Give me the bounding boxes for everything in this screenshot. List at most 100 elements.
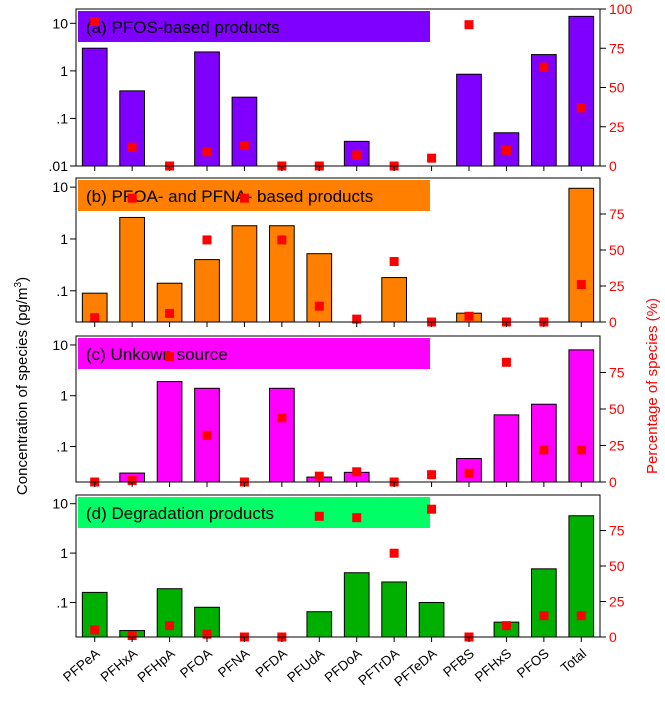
x-tick-label-PFHxA: PFHxA bbox=[98, 646, 140, 685]
panel-title-box bbox=[78, 180, 430, 211]
x-tick-label-PFTeDA: PFTeDA bbox=[391, 646, 439, 690]
bar-PFOA bbox=[194, 51, 220, 167]
bar-PFTrDA bbox=[381, 581, 407, 638]
percent-marker-PFHxS bbox=[501, 621, 511, 631]
y2-tick-label: 0 bbox=[609, 158, 617, 174]
percent-marker-PFTeDA bbox=[427, 470, 437, 480]
y-axis-title: Concentration of species (pg/m3) bbox=[13, 277, 31, 495]
y-tick-label: 10 bbox=[52, 179, 68, 195]
bar-PFTrDA bbox=[381, 277, 407, 323]
y2-tick-label: 25 bbox=[609, 438, 625, 454]
y-tick-label: .1 bbox=[56, 594, 68, 610]
y-tick-label: 10 bbox=[52, 496, 68, 512]
bar-PFTeDA bbox=[418, 601, 445, 638]
percent-marker-PFHxA bbox=[127, 142, 137, 152]
y2-tick-label: 50 bbox=[609, 401, 625, 417]
y-tick-label: 1 bbox=[60, 545, 68, 561]
y-axis-title-close: ) bbox=[14, 277, 31, 282]
panel-title: (b) PFOA- and PFNA- based products bbox=[86, 187, 373, 206]
percent-marker-PFUdA bbox=[314, 471, 324, 481]
percent-marker-PFHxA bbox=[127, 476, 137, 486]
percent-marker-PFUdA bbox=[314, 511, 324, 521]
percent-marker-PFDoA bbox=[352, 467, 362, 477]
percent-marker-PFBS bbox=[464, 468, 474, 478]
percent-marker-PFOS bbox=[539, 62, 549, 72]
percent-marker-PFOA bbox=[202, 629, 212, 639]
bar-PFOS bbox=[531, 568, 557, 638]
y-tick-label: .1 bbox=[56, 439, 68, 455]
percent-marker-Total bbox=[576, 445, 586, 455]
y2-tick-label: 0 bbox=[609, 629, 617, 645]
percent-marker-PFHxS bbox=[501, 357, 511, 367]
panel-4: (d) Degradation products .1 1 10 0 25 50 75 bbox=[52, 494, 625, 645]
y2-tick-label: 75 bbox=[609, 365, 625, 381]
percent-marker-PFUdA bbox=[314, 301, 324, 311]
percent-marker-Total bbox=[576, 103, 586, 113]
x-tick-label-PFPeA: PFPeA bbox=[60, 646, 102, 685]
panel-2: (b) PFOA- and PFNA- based products .1 1 10 0… bbox=[52, 177, 625, 330]
panels-group: (a) PFOS-based products.01.1110025507510… bbox=[49, 1, 633, 645]
y2-tick-label: 50 bbox=[609, 242, 625, 258]
x-tick-label-PFUdA: PFUdA bbox=[284, 646, 327, 685]
panel-title-box bbox=[78, 11, 430, 42]
bar-PFNA bbox=[231, 96, 258, 167]
percent-marker-PFOA bbox=[202, 147, 212, 157]
y2-tick-label: 75 bbox=[609, 40, 625, 56]
bar-PFUdA bbox=[306, 253, 333, 323]
percent-marker-Total bbox=[576, 611, 586, 621]
x-tick-label-PFOS: PFOS bbox=[514, 646, 552, 681]
bar-PFHpA bbox=[156, 588, 183, 638]
y2-axis-title: Percentage of species (%) bbox=[644, 298, 661, 474]
panel-title-box bbox=[78, 497, 430, 528]
bar-PFOA bbox=[194, 259, 220, 323]
percent-marker-PFHpA bbox=[165, 308, 175, 318]
panel-1: (a) PFOS-based products.01.1110025507510… bbox=[49, 1, 633, 174]
y-tick-label: 10 bbox=[52, 337, 68, 353]
y2-tick-label: 75 bbox=[609, 523, 625, 539]
percent-marker-PFOA bbox=[202, 430, 212, 440]
bar-PFHxA bbox=[119, 216, 145, 323]
y2-tick-label: 0 bbox=[609, 474, 617, 490]
y2-tick-label: 75 bbox=[609, 206, 625, 222]
bar-PFDoA bbox=[343, 572, 370, 638]
y-tick-label: 1 bbox=[60, 231, 68, 247]
y-axis-title-superscript: 3 bbox=[13, 281, 24, 287]
percent-marker-PFDA bbox=[277, 413, 287, 423]
bar-PFDA bbox=[269, 387, 295, 483]
bar-PFHxS bbox=[493, 414, 520, 483]
y-tick-label: .01 bbox=[49, 158, 69, 174]
percent-marker-PFOS bbox=[539, 445, 549, 455]
percent-marker-PFPeA bbox=[90, 17, 100, 27]
percent-marker-PFOA bbox=[202, 235, 212, 245]
percent-marker-PFNA bbox=[239, 193, 249, 203]
panel-title: (d) Degradation products bbox=[86, 504, 274, 523]
y2-tick-label: 25 bbox=[609, 594, 625, 610]
bar-PFOS bbox=[531, 403, 557, 483]
percent-marker-PFBS bbox=[464, 20, 474, 30]
x-tick-label-Total: Total bbox=[558, 646, 589, 676]
bar-Total bbox=[568, 349, 595, 483]
y-tick-label: 1 bbox=[60, 63, 68, 79]
x-tick-label-PFOA: PFOA bbox=[177, 646, 215, 681]
percent-marker-PFHxS bbox=[501, 145, 511, 155]
y-tick-label: 1 bbox=[60, 388, 68, 404]
bar-PFHxA bbox=[119, 90, 145, 167]
bar-PFBS bbox=[456, 73, 482, 167]
percent-marker-PFHxA bbox=[127, 193, 137, 203]
percent-marker-PFHpA bbox=[165, 621, 175, 631]
percent-marker-PFDoA bbox=[352, 314, 362, 324]
percent-marker-PFOS bbox=[539, 611, 549, 621]
x-tick-label-PFHxS: PFHxS bbox=[472, 646, 514, 685]
percent-marker-PFDoA bbox=[352, 513, 362, 523]
panel-title: (c) Unkown source bbox=[86, 345, 228, 364]
panel-3: (c) Unkown source .1 1 10 0 25 50 75 bbox=[52, 335, 625, 490]
percent-marker-PFHxA bbox=[127, 631, 137, 641]
bar-Total bbox=[568, 15, 595, 167]
percent-marker-PFBS bbox=[464, 311, 474, 321]
bar-PFHpA bbox=[156, 381, 183, 483]
y2-tick-label: 50 bbox=[609, 80, 625, 96]
x-tick-label-PFHpA: PFHpA bbox=[135, 646, 178, 685]
percent-marker-PFNA bbox=[239, 141, 249, 151]
y-tick-label: .1 bbox=[56, 110, 68, 126]
panel-title-box bbox=[78, 338, 430, 369]
